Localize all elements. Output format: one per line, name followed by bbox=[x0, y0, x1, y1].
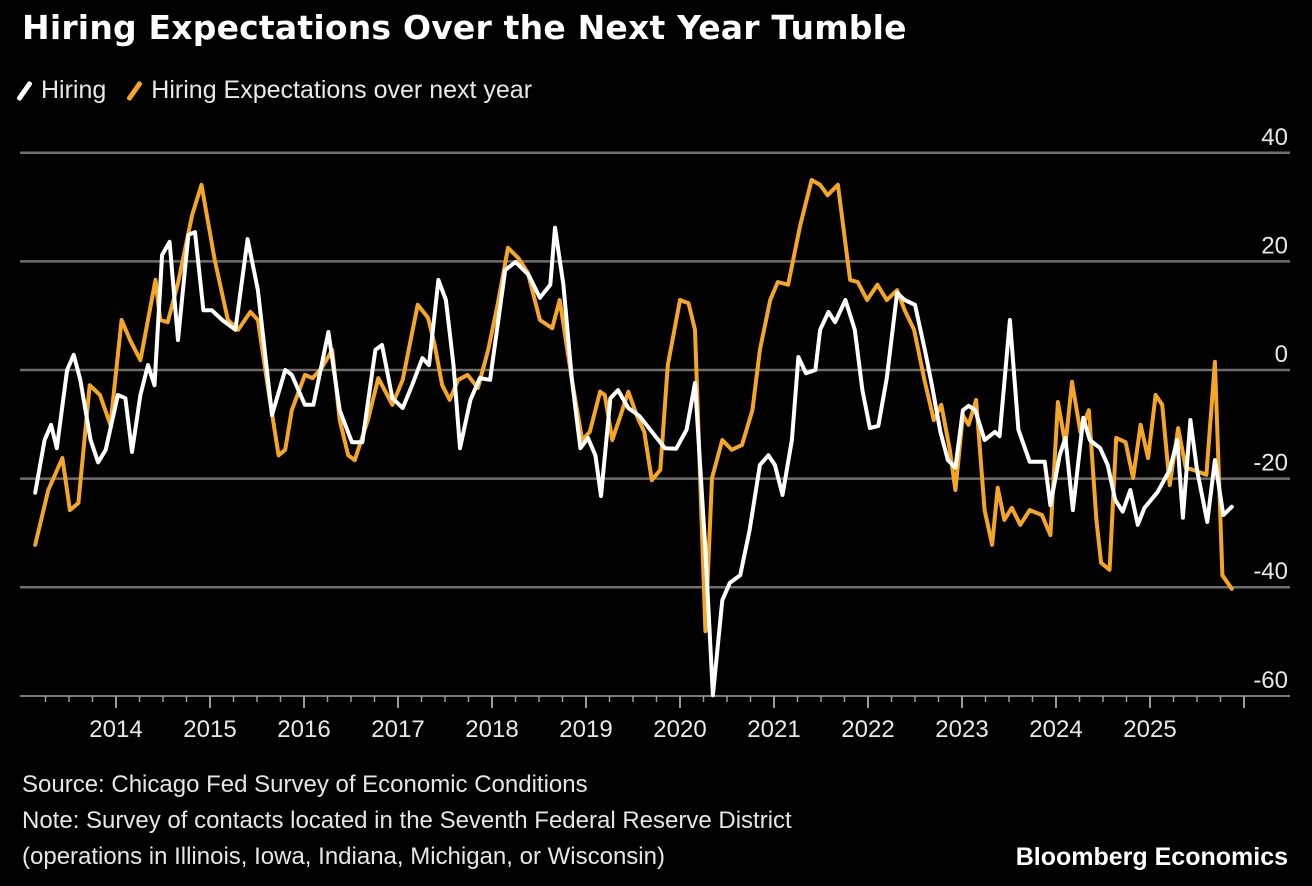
y-tick-label: -60 bbox=[1253, 667, 1288, 694]
bloomberg-economics-logo: Bloomberg Economics bbox=[1015, 843, 1288, 871]
survey-note-states: (operations in Illinois, Iowa, Indiana, … bbox=[22, 843, 665, 870]
series-line-hiring-expectations bbox=[33, 178, 1234, 634]
y-tick-label: 0 bbox=[1275, 341, 1288, 368]
y-tick-label: -20 bbox=[1253, 450, 1288, 477]
source-note: Source: Chicago Fed Survey of Economic C… bbox=[22, 771, 588, 798]
legend-item-hiring: Hiring bbox=[16, 76, 107, 105]
survey-note: Note: Survey of contacts located in the … bbox=[22, 807, 792, 834]
y-tick-label: 40 bbox=[1261, 124, 1288, 151]
chart-title: Hiring Expectations Over the Next Year T… bbox=[22, 8, 907, 47]
x-tick-label: 2021 bbox=[747, 716, 800, 743]
y-tick-label: 20 bbox=[1261, 232, 1288, 259]
legend-item-hiring-expectations: Hiring Expectations over next year bbox=[126, 76, 533, 105]
x-tick-label: 2015 bbox=[183, 716, 236, 743]
x-tick-label: 2023 bbox=[935, 716, 988, 743]
series-line-hiring bbox=[33, 225, 1234, 698]
x-tick-label: 2024 bbox=[1029, 716, 1082, 743]
x-tick-label: 2019 bbox=[559, 716, 612, 743]
x-tick-label: 2016 bbox=[277, 716, 330, 743]
x-tick-label: 2018 bbox=[465, 716, 518, 743]
gridlines bbox=[20, 151, 1290, 589]
x-tick-label: 2025 bbox=[1123, 716, 1176, 743]
x-tick-label: 2020 bbox=[653, 716, 706, 743]
x-tick-label: 2022 bbox=[841, 716, 894, 743]
x-tick-label: 2017 bbox=[371, 716, 424, 743]
legend-label-hiring-expectations: Hiring Expectations over next year bbox=[151, 76, 533, 104]
y-tick-label: -40 bbox=[1253, 558, 1288, 585]
series-lines bbox=[33, 178, 1234, 698]
y-axis: 40 20 0 -20 -40 -60 bbox=[1253, 124, 1288, 694]
x-tick-label: 2014 bbox=[89, 716, 142, 743]
legend-label-hiring: Hiring bbox=[41, 76, 107, 104]
legend: Hiring Hiring Expectations over next yea… bbox=[16, 76, 558, 105]
x-axis: 2014 2015 2016 2017 2018 2019 2020 2021 2022 2023… bbox=[20, 695, 1290, 743]
